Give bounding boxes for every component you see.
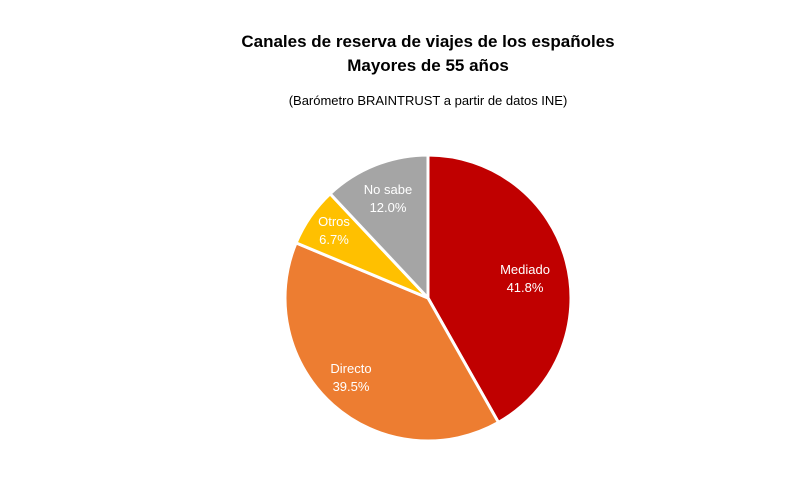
pie-slice-no-sabe (328, 153, 430, 300)
chart-title-line-2: Mayores de 55 años (347, 56, 509, 75)
slice-category-label: No sabe (364, 182, 412, 197)
slice-category-label: Directo (330, 361, 371, 376)
slice-value-label: 41.8% (507, 280, 544, 295)
slice-category-label: Mediado (500, 262, 550, 277)
slice-value-label: 6.7% (319, 232, 349, 247)
slice-value-label: 39.5% (333, 379, 370, 394)
pie-slices (283, 153, 573, 443)
pie-slice-directo (283, 241, 500, 443)
chart-source-note: (Barómetro BRAINTRUST a partir de datos … (288, 93, 568, 108)
pie-labels: Mediado 41.8% Directo 39.5% Otros 6.7% No sabe… (318, 182, 550, 394)
chart-title: Canales de reserva de viajes de los espa… (241, 32, 615, 51)
slice-category-label: Otros (318, 214, 350, 229)
pie-slice-mediado (426, 153, 573, 424)
slice-value-label: 12.0% (370, 200, 407, 215)
